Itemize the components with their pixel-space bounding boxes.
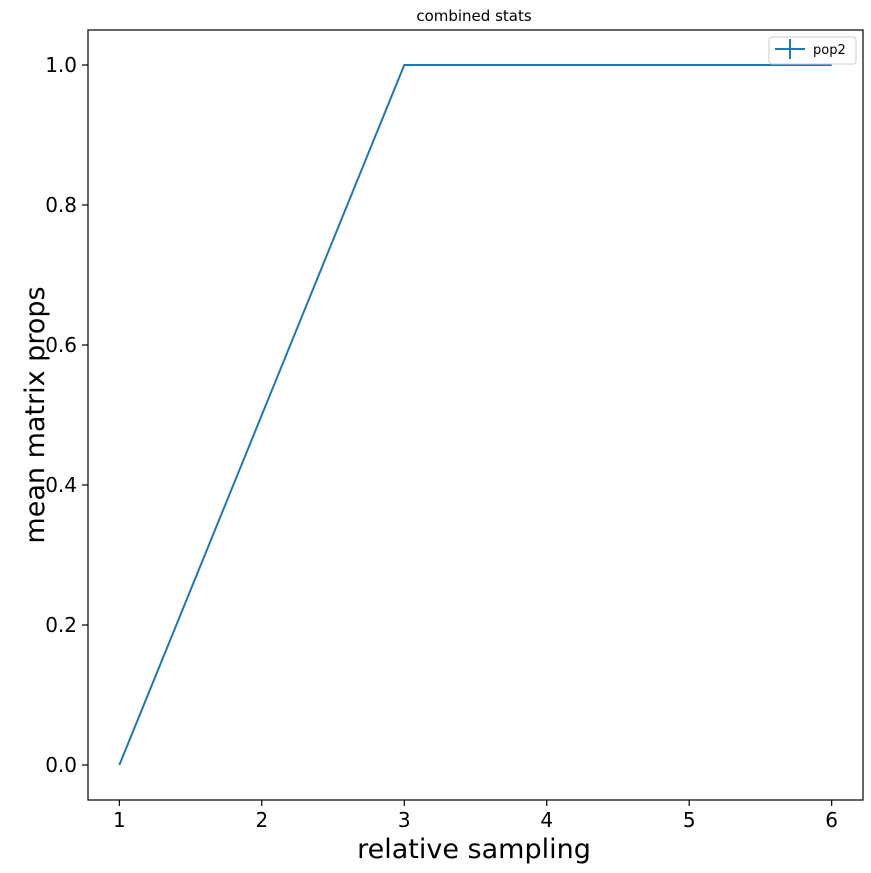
x-tick-label: 4 — [540, 808, 553, 832]
x-tick-label: 5 — [683, 808, 696, 832]
plot-area — [88, 30, 863, 800]
x-axis: 1 2 3 4 5 6 — [113, 800, 838, 832]
chart-title: combined stats — [416, 7, 532, 25]
plot-frame — [87, 29, 864, 801]
y-axis-label: mean matrix props — [20, 286, 51, 543]
y-tick-label: 0.4 — [45, 473, 77, 497]
x-tick-label: 1 — [113, 808, 126, 832]
legend-label-pop2: pop2 — [813, 43, 846, 58]
y-tick-label: 0.2 — [45, 613, 77, 637]
x-axis-label: relative sampling — [357, 834, 591, 865]
series-layer — [118, 64, 832, 766]
x-tick-label: 6 — [825, 808, 838, 832]
y-tick-label: 0.8 — [45, 193, 77, 217]
legend: pop2 — [768, 36, 857, 65]
x-tick-label: 2 — [255, 808, 268, 832]
y-axis: 0.0 0.2 0.4 0.6 0.8 1.0 — [45, 53, 88, 777]
series-line-pop2 — [118, 64, 832, 766]
x-tick-label: 3 — [398, 808, 411, 832]
y-tick-label: 0.0 — [45, 753, 77, 777]
y-tick-label: 0.6 — [45, 333, 77, 357]
y-tick-label: 1.0 — [45, 53, 77, 77]
